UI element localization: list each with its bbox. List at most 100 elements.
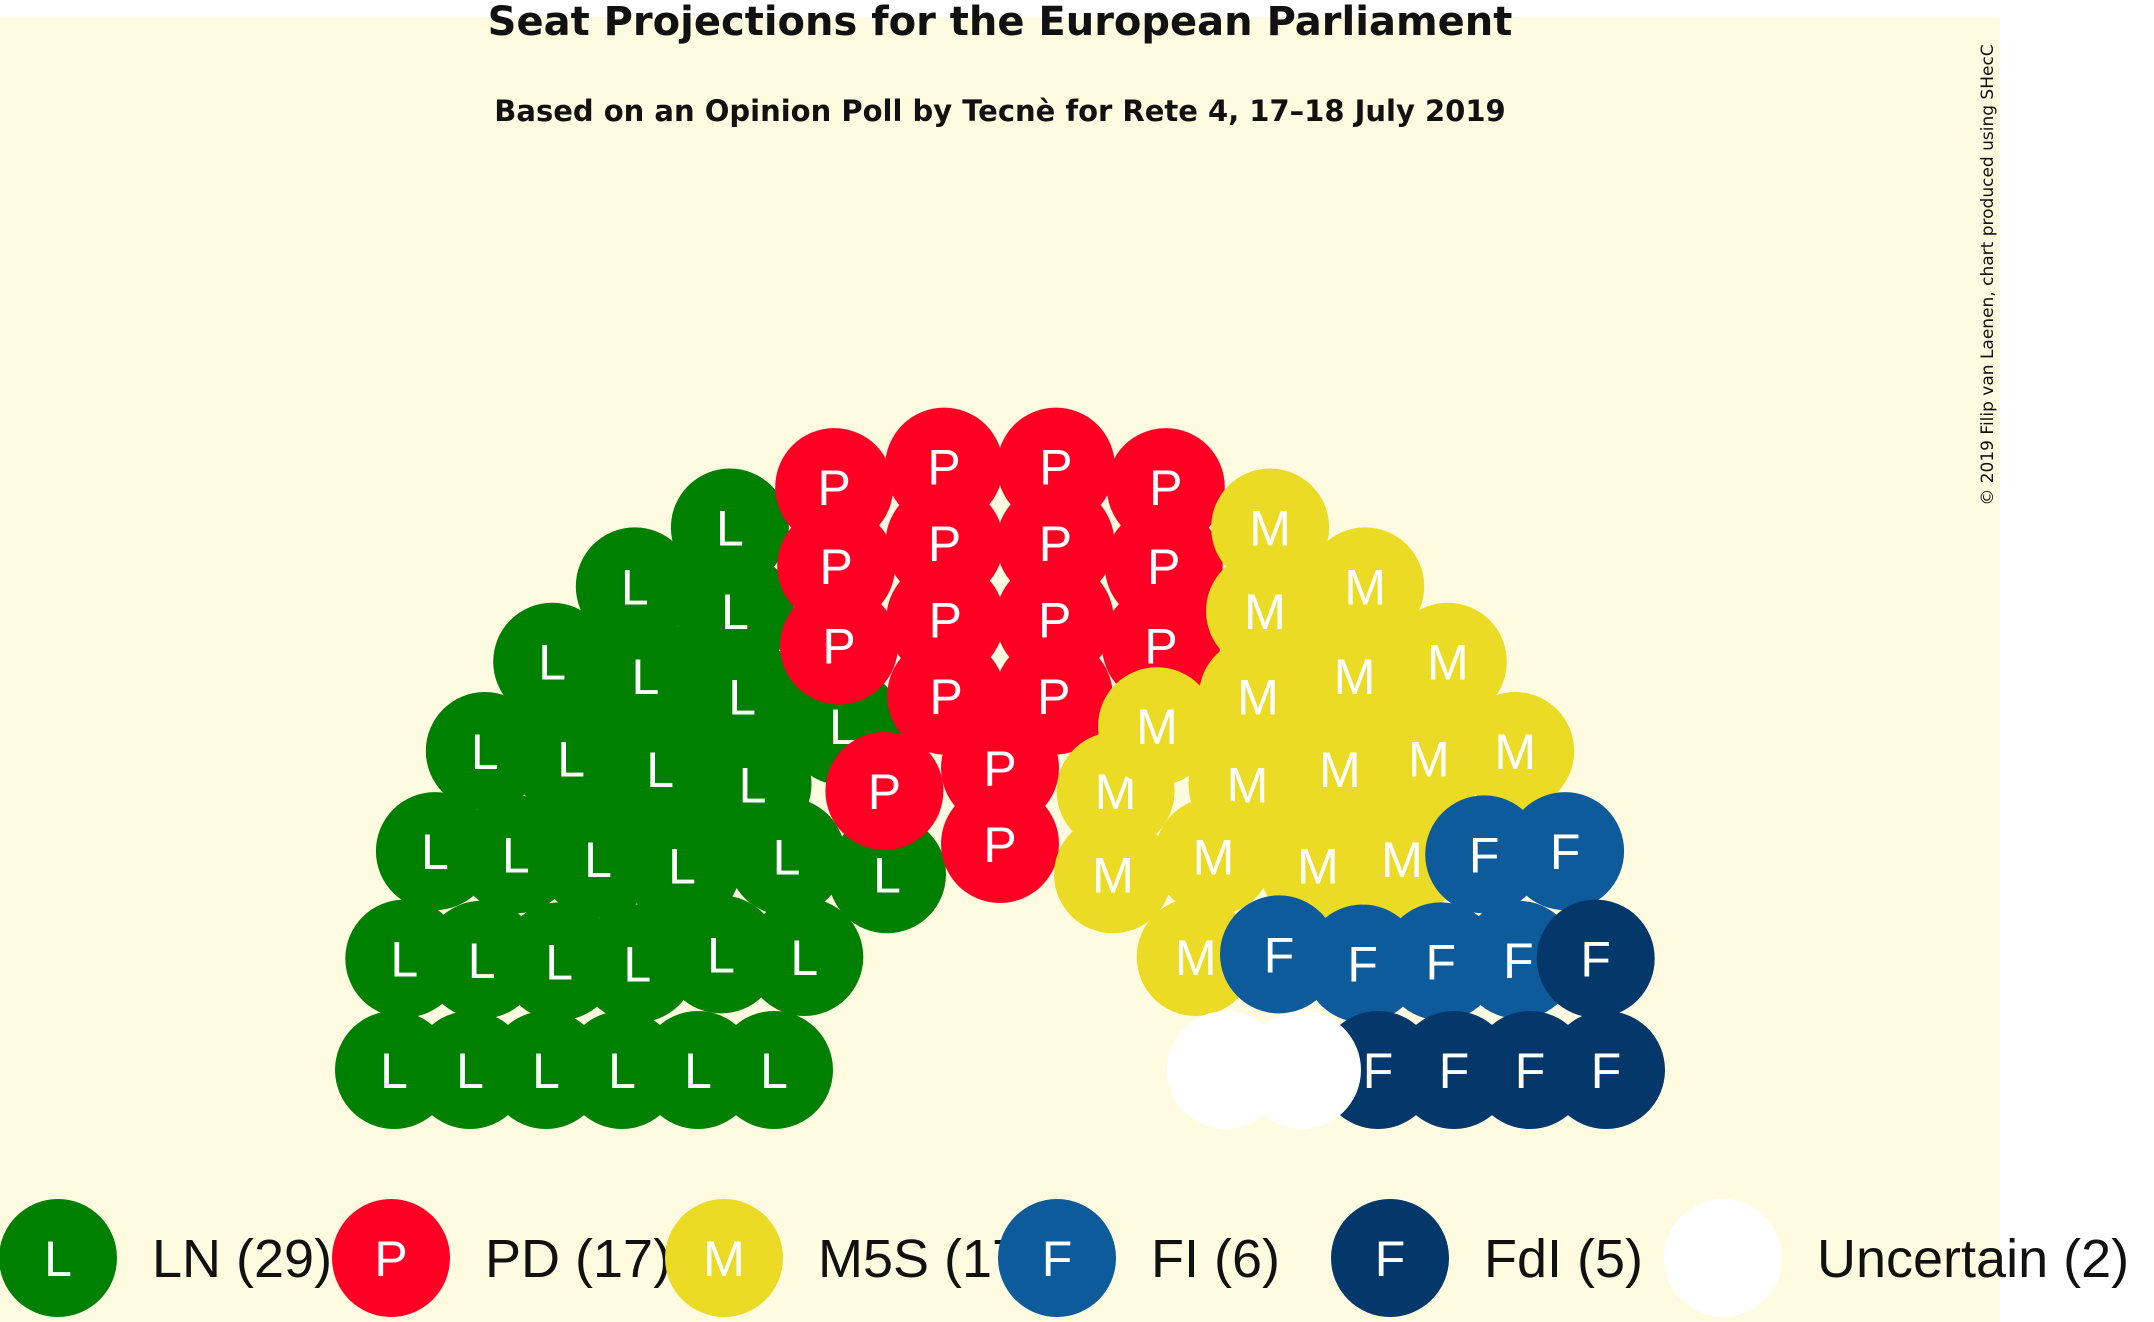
seat-letter: L <box>471 724 499 780</box>
legend-swatch <box>0 1199 117 1317</box>
seat-pd: P <box>775 428 894 547</box>
seat-ln: L <box>683 637 802 756</box>
legend-swatch-letter: M <box>703 1231 745 1287</box>
seat-letter: L <box>773 830 801 886</box>
seat-m5s: M <box>1154 797 1273 916</box>
seat-letter: P <box>820 539 853 595</box>
seat-circle <box>1206 552 1324 670</box>
seat-circle <box>825 732 944 850</box>
seat-circle <box>683 637 802 756</box>
seat-circle <box>539 800 657 918</box>
seat-ln: L <box>586 617 705 736</box>
seat-letter: F <box>1264 927 1295 983</box>
seat-circle <box>1456 692 1575 810</box>
seat-ln: L <box>745 898 864 1016</box>
seat-letter: L <box>380 1043 408 1099</box>
legend-swatch <box>998 1199 1116 1317</box>
seat-m5s: M <box>1054 815 1172 934</box>
seat-m5s: M <box>1295 617 1414 736</box>
seat-letter: M <box>1381 832 1423 888</box>
seat-circle <box>1198 637 1317 756</box>
seat-letter: F <box>1580 932 1611 988</box>
seat-circle <box>828 815 946 934</box>
seat-letter: P <box>983 817 1016 873</box>
seat-circle <box>1259 806 1377 925</box>
seat-ln: L <box>575 527 694 646</box>
seat-letter: L <box>707 927 735 983</box>
seat-m5s: M <box>1098 667 1216 786</box>
seat-m5s: M <box>1456 692 1575 810</box>
seat-m5s: M <box>1136 898 1255 1016</box>
seat-letter: P <box>868 764 901 820</box>
seat-letter: F <box>1550 824 1581 880</box>
seat-letter: L <box>621 559 649 615</box>
seat-ln: L <box>828 815 946 934</box>
legend-item-uncertain: Uncertain (2) <box>1664 1199 2129 1317</box>
seat-letter: L <box>390 932 418 988</box>
seat-letter: L <box>502 827 530 883</box>
legend-item-fi: FI (6) F <box>998 1199 1280 1317</box>
seat-letter: L <box>668 839 696 895</box>
legend-swatch-letter: F <box>1375 1231 1406 1287</box>
seat-letter: M <box>1408 732 1450 788</box>
seat-letter: L <box>631 649 659 705</box>
chart-credit: © 2019 Filip van Laenen, chart produced … <box>1978 44 1998 505</box>
seat-letter: M <box>1427 635 1469 691</box>
seat-circle <box>512 699 631 818</box>
seat-letter: L <box>545 934 573 990</box>
seat-ln: L <box>623 806 741 925</box>
seat-letter: P <box>1037 669 1070 725</box>
seat-letter: L <box>584 832 612 888</box>
legend-item-pd: PD (17) P <box>332 1199 671 1317</box>
seat-letter: M <box>1237 669 1279 725</box>
seat-letter: M <box>1193 830 1235 886</box>
seat-letter: L <box>538 635 566 691</box>
seat-letter: F <box>1426 934 1457 990</box>
seat-circle <box>775 428 894 547</box>
seat-letter: L <box>456 1043 484 1099</box>
seat-circle <box>1369 699 1488 818</box>
seat-uncertain <box>1167 1011 1285 1129</box>
seat-ln: L <box>425 692 544 810</box>
seat-circle <box>1280 709 1399 828</box>
seat-letter: F <box>1591 1043 1622 1099</box>
seat-circle <box>493 602 612 721</box>
legend-label: LN (29) <box>152 1229 332 1289</box>
seat-ln: L <box>662 895 780 1014</box>
seat-circle <box>1306 527 1425 646</box>
seat-m5s: M <box>1206 552 1324 670</box>
legend-swatch <box>665 1199 783 1317</box>
seat-letter: P <box>927 440 960 496</box>
seat-circle <box>745 898 864 1016</box>
legend-label: PD (17) <box>485 1229 671 1289</box>
seat-circle <box>1154 797 1273 916</box>
seat-fdi: F <box>1536 899 1655 1018</box>
seat-circle <box>941 785 1059 903</box>
seat-letter: M <box>1319 742 1361 798</box>
seat-letter: L <box>421 824 449 880</box>
seat-circle <box>1167 1011 1285 1129</box>
legend-swatch <box>1664 1199 1782 1317</box>
seat-circle <box>425 692 544 810</box>
legend-swatch <box>332 1199 450 1317</box>
seat-m5s: M <box>1280 709 1399 828</box>
seat-m5s: M <box>1259 806 1377 925</box>
seat-circle <box>623 806 741 925</box>
seat-ln: L <box>493 602 612 721</box>
seat-letter: P <box>818 460 851 516</box>
seat-pd: P <box>825 732 944 850</box>
seat-circle <box>1098 667 1216 786</box>
seat-ln: L <box>693 725 812 844</box>
seat-m5s: M <box>1369 699 1488 818</box>
seat-circle <box>676 552 794 670</box>
seat-circle <box>693 725 812 844</box>
seat-letter: L <box>760 1043 788 1099</box>
seat-fi: F <box>1506 792 1625 911</box>
chart-subtitle: Based on an Opinion Poll by Tecnè for Re… <box>494 94 1505 128</box>
seat-letter: F <box>1503 933 1534 989</box>
seat-letter: L <box>716 501 744 557</box>
seat-letter: M <box>1494 724 1536 780</box>
